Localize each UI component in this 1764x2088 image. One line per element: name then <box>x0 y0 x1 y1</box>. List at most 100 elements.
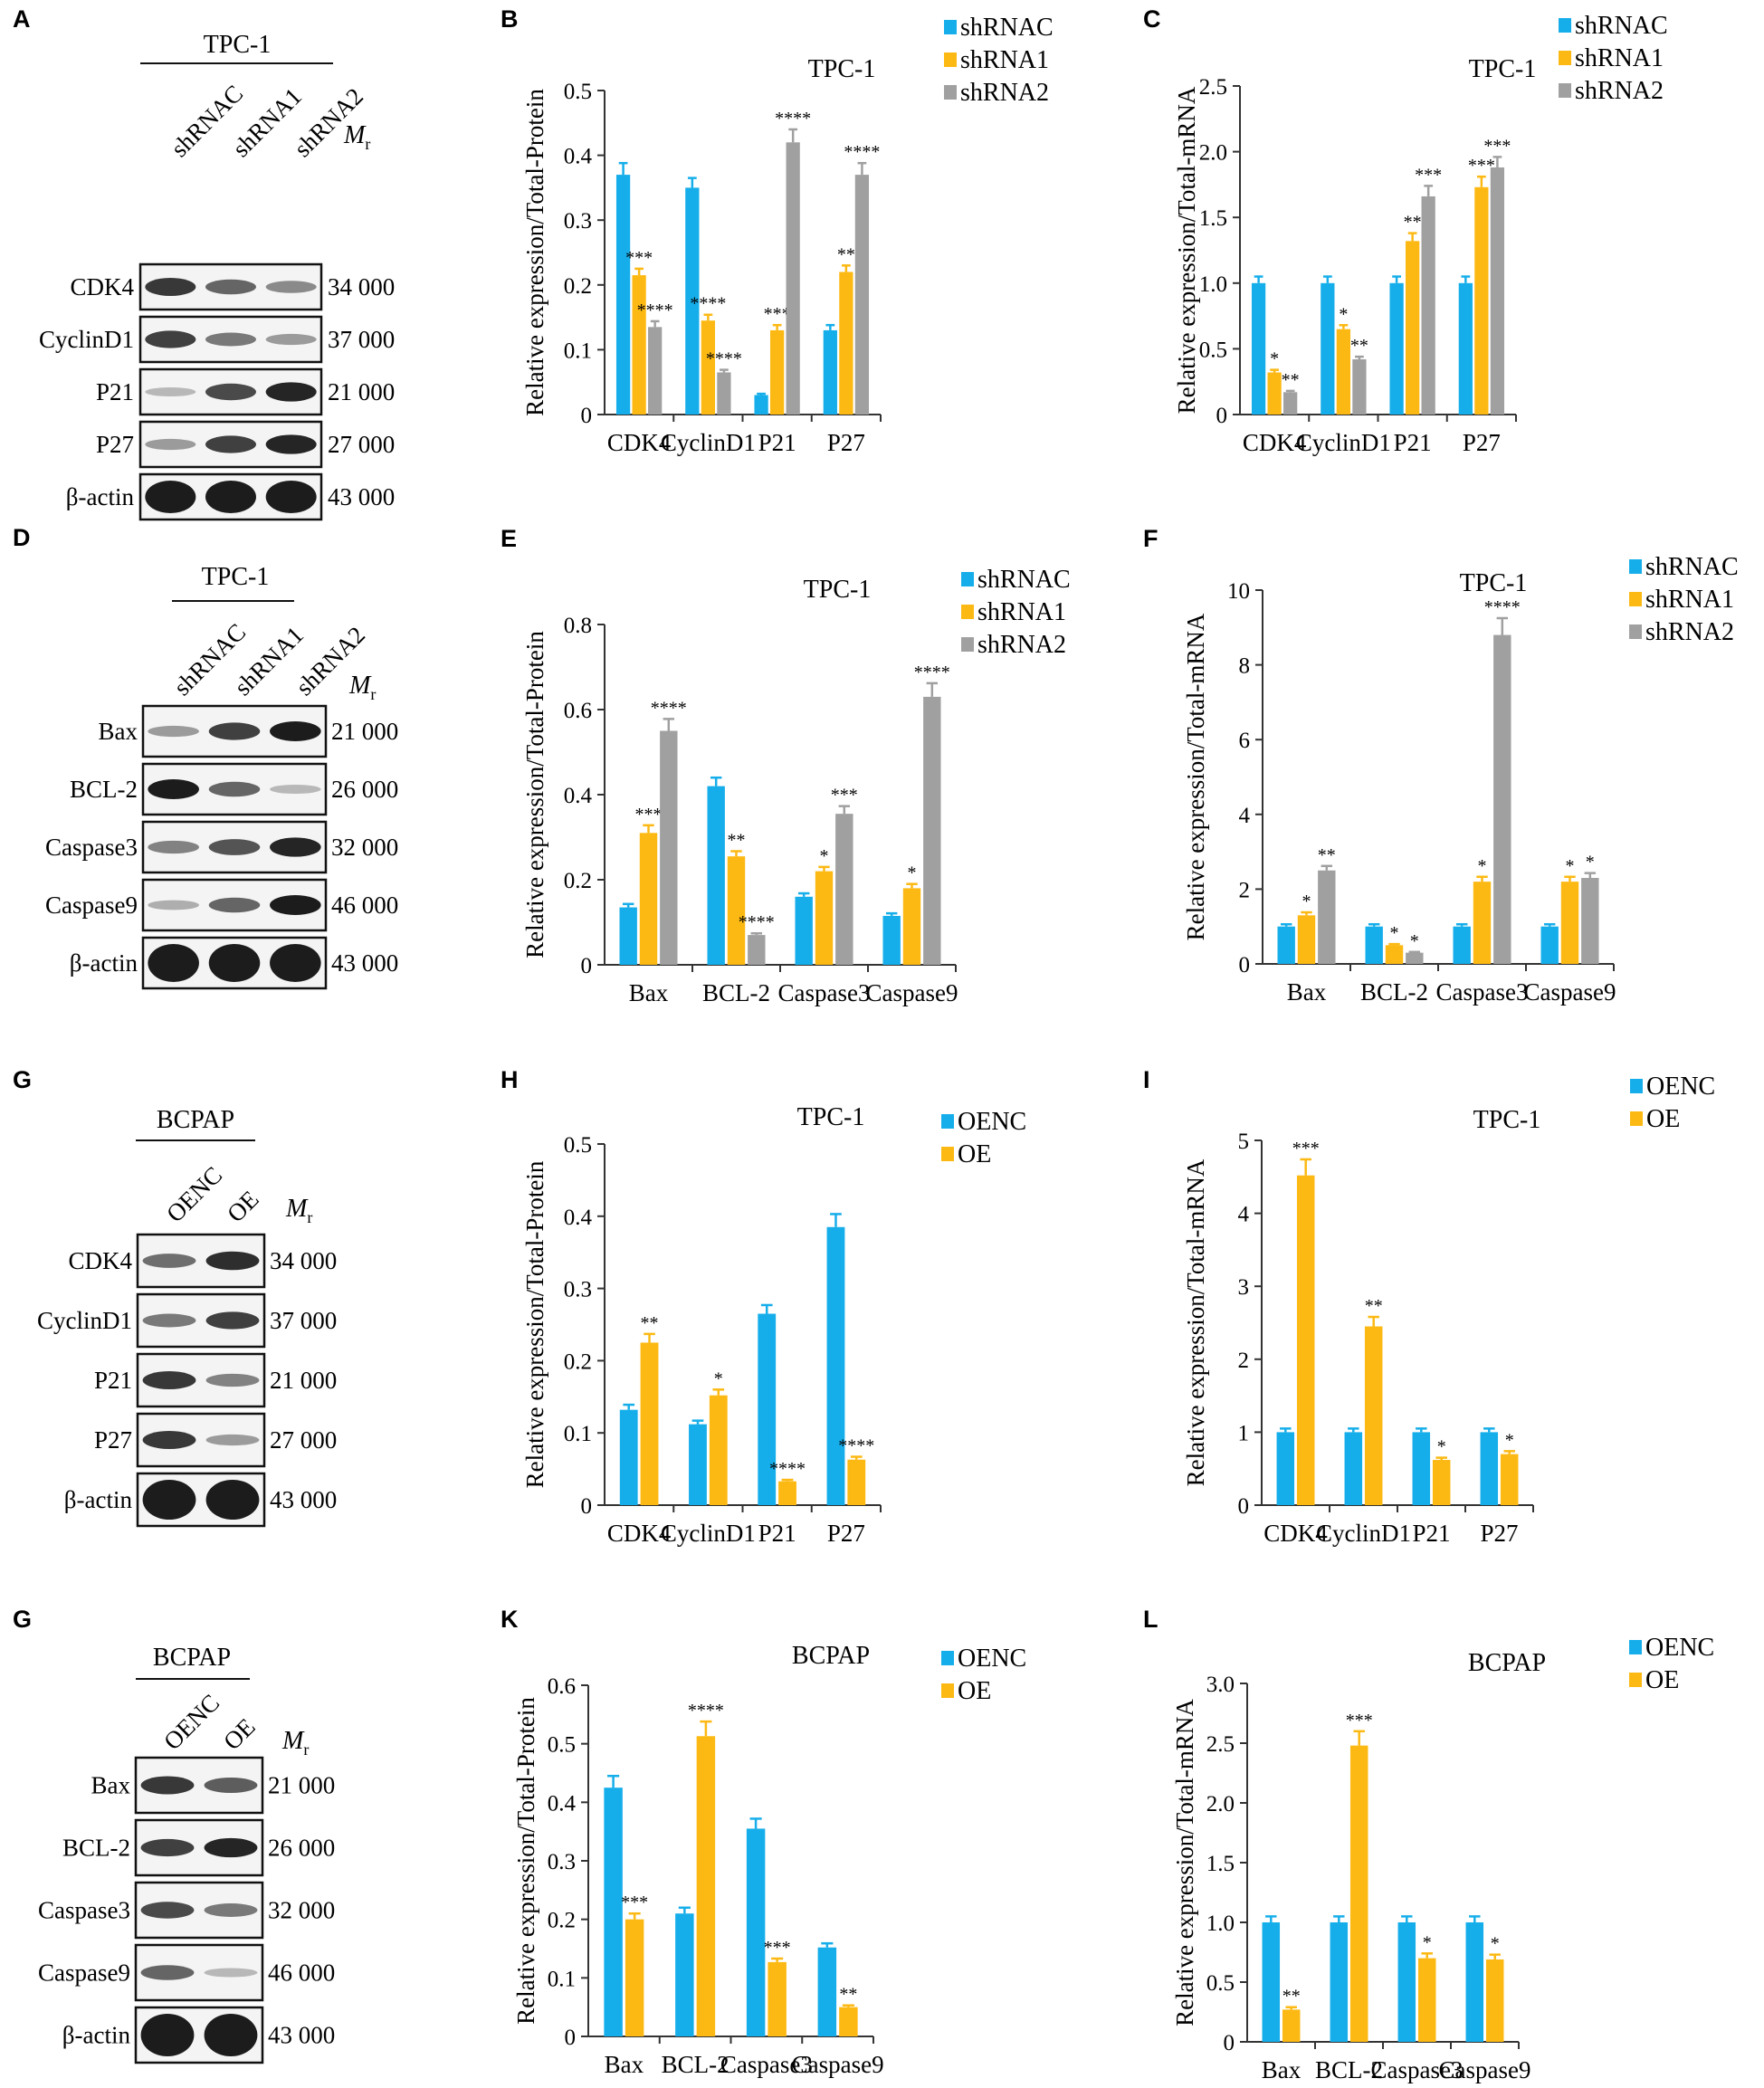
blot-band <box>148 779 199 799</box>
bar-OENC <box>675 1913 694 2036</box>
bar-OE <box>768 1961 787 2036</box>
y-tick-label: 1.0 <box>1206 1912 1235 1936</box>
bar-OE <box>640 1342 659 1505</box>
x-tick-label: Caspase3 <box>778 979 871 1006</box>
y-tick-label: 0.3 <box>564 1278 592 1302</box>
blot-band <box>204 1968 258 1978</box>
legend-label: OE <box>1645 1666 1679 1694</box>
bar-shRNAC <box>1458 282 1473 415</box>
blot-band <box>265 333 317 346</box>
x-tick-label: Caspase3 <box>720 2051 813 2078</box>
x-tick-label: CDK4 <box>1243 429 1307 456</box>
bar-shRNA2 <box>717 372 731 415</box>
x-tick-label: BCL-2 <box>1360 978 1428 1006</box>
significance-label: *** <box>621 1893 648 1912</box>
x-tick-label: CDK4 <box>1263 1520 1328 1547</box>
bar-OENC <box>1330 1922 1349 2042</box>
blot-mr-value: 21 000 <box>331 718 398 745</box>
y-axis-label: Relative expression/Total-Protein <box>521 631 548 958</box>
blot-mr-value: 26 000 <box>331 776 398 803</box>
y-tick-label: 0.2 <box>564 274 592 299</box>
legend-swatch <box>961 637 974 652</box>
blot-band <box>148 900 199 911</box>
blot-band <box>142 1313 196 1328</box>
y-tick-label: 5 <box>1238 1130 1250 1154</box>
bar-shRNA1 <box>632 275 646 415</box>
x-tick-label: Bax <box>629 979 669 1006</box>
bar-OE <box>1432 1460 1451 1505</box>
x-tick-label: P21 <box>1412 1520 1450 1547</box>
blot-band <box>270 837 321 857</box>
panel-letter: H <box>501 1066 519 1093</box>
significance-label: ** <box>837 244 855 264</box>
y-tick-label: 0 <box>581 954 593 978</box>
legend-label: shRNAC <box>960 14 1054 42</box>
legend-swatch <box>1630 1111 1643 1126</box>
bar-OE <box>625 1919 644 2036</box>
blot-band <box>148 840 199 854</box>
blot-band <box>265 434 317 454</box>
y-tick-label: 0 <box>581 404 593 428</box>
x-tick-label: P27 <box>827 429 865 456</box>
y-tick-label: 3.0 <box>1206 1673 1235 1697</box>
chart-title: BCPAP <box>1468 1649 1546 1677</box>
blot-band <box>204 2014 258 2056</box>
bar-OENC <box>604 1788 623 2036</box>
x-tick-label: CDK4 <box>607 1520 672 1547</box>
significance-label: * <box>908 863 917 883</box>
bar-shRNAC <box>1277 926 1295 964</box>
bar-shRNA2 <box>835 814 853 965</box>
bar-shRNAC <box>619 907 637 965</box>
significance-label: ** <box>1282 1987 1301 2007</box>
x-tick-label: P27 <box>827 1520 865 1547</box>
significance-label: * <box>820 846 829 866</box>
blot-protein-label: BCL-2 <box>70 776 138 803</box>
bar-shRNA1 <box>1473 882 1492 964</box>
blot-cell-line: BCPAP <box>157 1106 234 1134</box>
significance-label: **** <box>775 109 811 129</box>
blot-protein-label: CDK4 <box>70 273 134 300</box>
y-tick-label: 2 <box>1239 878 1251 902</box>
blot-mr-value: 43 000 <box>331 949 398 977</box>
blot-mr-value: 34 000 <box>328 273 395 300</box>
legend-label: OENC <box>958 1645 1026 1673</box>
significance-label: * <box>1302 891 1311 911</box>
y-tick-label: 0 <box>1239 953 1251 977</box>
legend-swatch <box>961 605 974 619</box>
x-tick-label: P21 <box>1394 429 1432 456</box>
mr-subscript: r <box>303 1740 309 1759</box>
bar-OENC <box>619 1409 638 1505</box>
blot-protein-label: Caspase9 <box>38 1959 130 1987</box>
blot-mr-value: 43 000 <box>328 483 395 510</box>
chart-title: BCPAP <box>792 1642 870 1670</box>
legend-swatch <box>1629 624 1642 639</box>
blot-protein-label: β-actin <box>64 1486 133 1513</box>
bar-shRNA1 <box>639 833 658 965</box>
significance-label: ** <box>1365 1296 1383 1316</box>
y-tick-label: 0.5 <box>1206 1971 1235 1996</box>
legend-label: OE <box>958 1677 991 1705</box>
blot-cell-line: TPC-1 <box>204 31 272 59</box>
y-tick-label: 0.2 <box>564 1349 592 1374</box>
y-tick-label: 2.0 <box>1206 1792 1235 1816</box>
blot-band <box>205 1311 260 1330</box>
significance-label: *** <box>1415 165 1442 185</box>
legend-label: OENC <box>1645 1634 1714 1662</box>
y-tick-label: 4 <box>1239 804 1251 828</box>
significance-label: * <box>1410 931 1419 951</box>
bar-shRNA1 <box>839 272 853 415</box>
y-tick-label: 0.5 <box>548 1733 576 1758</box>
bar-OENC <box>817 1947 837 2036</box>
y-tick-label: 0.8 <box>564 614 592 638</box>
blot-protein-label: P21 <box>96 378 134 405</box>
y-tick-label: 10 <box>1227 579 1250 604</box>
y-tick-label: 0.5 <box>564 1133 592 1158</box>
x-tick-label: Bax <box>1287 978 1327 1006</box>
